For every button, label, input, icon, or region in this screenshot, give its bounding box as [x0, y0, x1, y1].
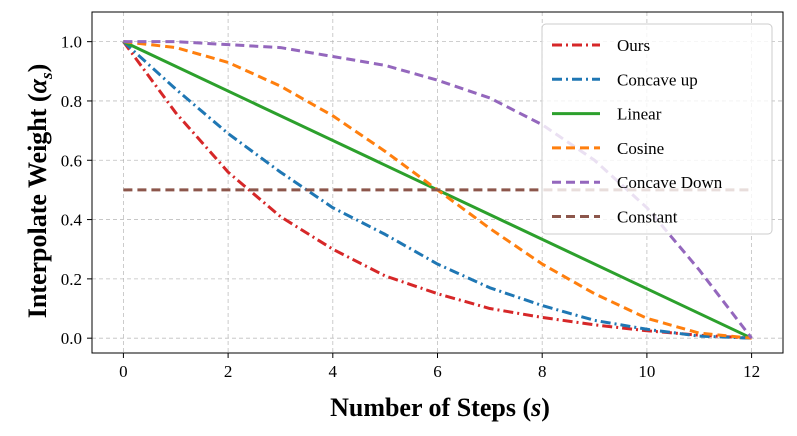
legend-label: Concave Down: [617, 173, 723, 192]
legend-label: Constant: [617, 208, 678, 227]
y-tick-label: 0.8: [61, 92, 82, 111]
x-tick-label: 2: [224, 362, 233, 381]
series-line-concave-up: [122, 40, 752, 340]
y-tick-label: 0.4: [61, 211, 83, 230]
x-tick-label: 6: [433, 362, 442, 381]
x-tick-label: 4: [329, 362, 338, 381]
legend-box: [541, 23, 773, 235]
x-tick-label: 0: [119, 362, 128, 381]
legend: Ours Concave up Linear Cosine Concave Down Co…: [541, 23, 773, 235]
legend-label: Concave up: [617, 70, 698, 89]
x-tick-label: 10: [638, 362, 655, 381]
y-tick-label: 0.0: [61, 329, 82, 348]
legend-label: Linear: [617, 105, 662, 124]
x-axis-label: Number of Steps (s): [330, 393, 550, 422]
x-tick-label: 8: [538, 362, 547, 381]
legend-label: Cosine: [617, 139, 664, 158]
legend-label: Ours: [617, 36, 650, 55]
x-axis: 0 2 4 6 8 10 12: [119, 353, 760, 381]
y-tick-label: 0.2: [61, 270, 82, 289]
y-axis: 0.0 0.2 0.4 0.6 0.8 1.0: [61, 33, 92, 348]
x-tick-label: 12: [743, 362, 760, 381]
y-axis-label: Interpolate Weight (αs): [23, 64, 56, 319]
y-tick-label: 0.6: [61, 151, 82, 170]
y-tick-label: 1.0: [61, 33, 82, 52]
